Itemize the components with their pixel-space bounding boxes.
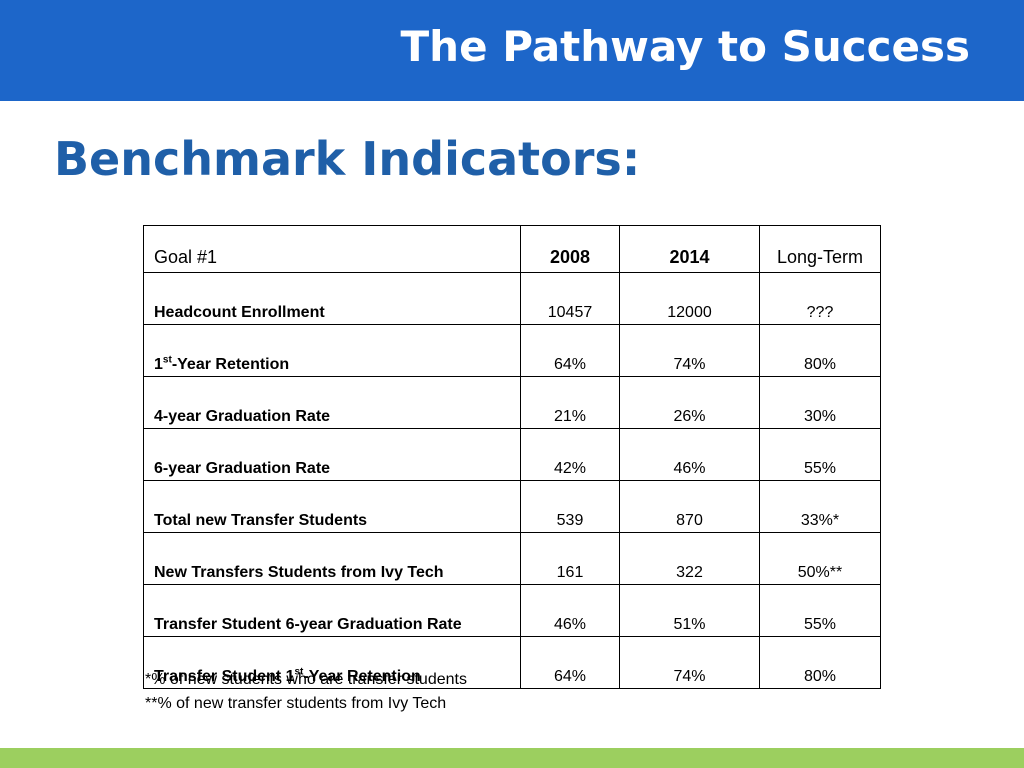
cell-2014: 870 xyxy=(619,480,760,533)
row-label: Total new Transfer Students xyxy=(143,480,521,533)
cell-long-term: 55% xyxy=(759,584,881,637)
slide-title: Benchmark Indicators: xyxy=(54,132,641,186)
footnote-ivy-tech: **% of new transfer students from Ivy Te… xyxy=(145,695,447,712)
row-label: 4-year Graduation Rate xyxy=(143,376,521,429)
footnotes: *% of new students who are transfer stud… xyxy=(145,668,467,716)
row-label: 6-year Graduation Rate xyxy=(143,428,521,481)
row-label: 1st-Year Retention xyxy=(143,324,521,377)
cell-2008: 539 xyxy=(520,480,620,533)
cell-long-term: ??? xyxy=(759,272,881,325)
row-label: Transfer Student 6-year Graduation Rate xyxy=(143,584,521,637)
table-row: Total new Transfer Students 539 870 33%* xyxy=(143,480,881,533)
cell-2008: 64% xyxy=(520,324,620,377)
cell-2008: 42% xyxy=(520,428,620,481)
cell-2008: 64% xyxy=(520,636,620,689)
cell-2014: 46% xyxy=(619,428,760,481)
cell-2008: 10457 xyxy=(520,272,620,325)
cell-long-term: 80% xyxy=(759,636,881,689)
cell-2008: 46% xyxy=(520,584,620,637)
cell-2014: 74% xyxy=(619,324,760,377)
cell-long-term: 30% xyxy=(759,376,881,429)
cell-2008: 161 xyxy=(520,532,620,585)
benchmark-table: Goal #1 2008 2014 Long-Term Headcount En… xyxy=(143,225,881,689)
table-header-row: Goal #1 2008 2014 Long-Term xyxy=(143,225,881,273)
table-row: 6-year Graduation Rate 42% 46% 55% xyxy=(143,428,881,481)
table-row: New Transfers Students from Ivy Tech 161… xyxy=(143,532,881,585)
header-title: The Pathway to Success xyxy=(400,22,970,71)
header-bar: The Pathway to Success xyxy=(0,0,1024,101)
table-row: 4-year Graduation Rate 21% 26% 30% xyxy=(143,376,881,429)
footer-bar xyxy=(0,748,1024,768)
cell-2014: 74% xyxy=(619,636,760,689)
row-label: Headcount Enrollment xyxy=(143,272,521,325)
cell-long-term: 55% xyxy=(759,428,881,481)
cell-2014: 26% xyxy=(619,376,760,429)
cell-long-term: 50%** xyxy=(759,532,881,585)
cell-2014: 51% xyxy=(619,584,760,637)
cell-2014: 12000 xyxy=(619,272,760,325)
table-row: Transfer Student 6-year Graduation Rate … xyxy=(143,584,881,637)
table-row: 1st-Year Retention 64% 74% 80% xyxy=(143,324,881,377)
column-header-2014: 2014 xyxy=(619,225,760,273)
column-header-2008: 2008 xyxy=(520,225,620,273)
cell-long-term: 33%* xyxy=(759,480,881,533)
cell-long-term: 80% xyxy=(759,324,881,377)
footnote-transfer: *% of new students who are transfer stud… xyxy=(145,671,467,688)
table-row: Headcount Enrollment 10457 12000 ??? xyxy=(143,272,881,325)
cell-2014: 322 xyxy=(619,532,760,585)
column-header-goal: Goal #1 xyxy=(143,225,521,273)
row-label: New Transfers Students from Ivy Tech xyxy=(143,532,521,585)
row-label: Transfer Student 1st-Year Retention xyxy=(143,636,521,689)
table-row: Transfer Student 1st-Year Retention 64% … xyxy=(143,636,881,689)
cell-2008: 21% xyxy=(520,376,620,429)
column-header-long-term: Long-Term xyxy=(759,225,881,273)
